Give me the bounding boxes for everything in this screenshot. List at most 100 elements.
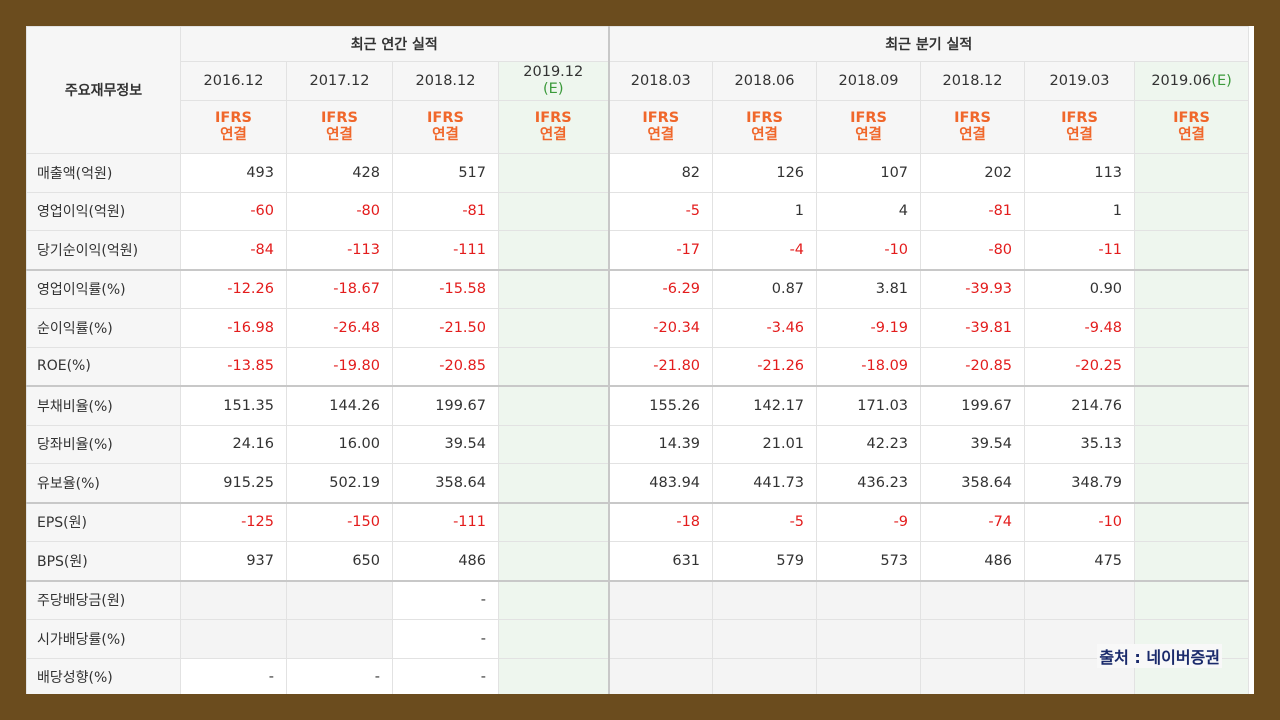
value-cell <box>712 657 818 694</box>
value-cell <box>1024 579 1136 620</box>
value-cell <box>1134 230 1250 270</box>
table-row: 매출액(억원) 493 428 517 82 126 107 202 113 <box>26 153 1250 193</box>
value-cell: 113 <box>1024 153 1136 193</box>
quarter-group-header: 최근 분기 실적 <box>607 26 1250 62</box>
ifrs-line2: 연결 <box>1178 127 1205 143</box>
value-cell <box>1134 424 1250 464</box>
period-header: 2017.12 <box>286 61 393 101</box>
source-caption: 출처 : 네이버증권 <box>1097 644 1222 668</box>
value-cell: 3.81 <box>816 268 922 309</box>
value-cell: 151.35 <box>180 385 287 426</box>
value-cell: -39.93 <box>920 268 1026 309</box>
ifrs-label: IFRS 연결 <box>392 100 499 154</box>
period-header: 2018.12 <box>392 61 499 101</box>
value-cell: -39.81 <box>920 308 1026 348</box>
ifrs-line2: 연결 <box>855 127 882 143</box>
value-cell: -17 <box>607 230 714 270</box>
period-label: 2018.12 <box>942 72 1003 89</box>
ifrs-header-row: IFRS 연결 IFRS 연결 IFRS 연결 IFRS 연결 IFRS 연결 IFRS 연결 IFRS… <box>27 100 1250 154</box>
ifrs-line1: IFRS <box>215 110 252 126</box>
value-cell <box>920 657 1026 694</box>
table-row: EPS(원) -125 -150 -111 -18 -5 -9 -74 -10 <box>26 501 1250 542</box>
value-cell: 0.90 <box>1024 268 1136 309</box>
value-cell: 24.16 <box>180 424 287 464</box>
value-cell <box>497 424 610 464</box>
value-cell: 14.39 <box>607 424 714 464</box>
value-cell <box>497 541 610 581</box>
value-cell: 144.26 <box>286 385 393 426</box>
period-label: 2018.06 <box>734 72 795 89</box>
ifrs-label: IFRS 연결 <box>497 100 610 154</box>
table-row: 배당성향(%) - - - <box>26 657 1250 694</box>
value-cell: 126 <box>712 153 818 193</box>
value-cell: 631 <box>607 541 714 581</box>
value-cell: -81 <box>392 191 499 231</box>
value-cell: 4 <box>816 191 922 231</box>
value-cell <box>497 153 610 193</box>
value-cell <box>920 619 1026 659</box>
value-cell: -9 <box>816 501 922 542</box>
value-cell <box>497 346 610 387</box>
value-cell <box>1134 346 1250 387</box>
value-cell: -60 <box>180 191 287 231</box>
value-cell: -113 <box>286 230 393 270</box>
ifrs-line2: 연결 <box>220 127 247 143</box>
value-cell: 486 <box>392 541 499 581</box>
value-cell: -20.25 <box>1024 346 1136 387</box>
period-header: 2018.09 <box>816 61 922 101</box>
value-cell: 214.76 <box>1024 385 1136 426</box>
value-cell: -9.48 <box>1024 308 1136 348</box>
value-cell <box>497 230 610 270</box>
ifrs-line2: 연결 <box>539 127 567 143</box>
value-cell: 436.23 <box>816 463 922 503</box>
value-cell: - <box>286 657 393 694</box>
table-row: 당좌비율(%) 24.16 16.00 39.54 14.39 21.01 42.23 39.… <box>26 424 1250 464</box>
ifrs-label: IFRS 연결 <box>816 100 922 154</box>
ifrs-label: IFRS 연결 <box>286 100 393 154</box>
value-cell: 199.67 <box>920 385 1026 426</box>
value-cell: -21.26 <box>712 346 818 387</box>
period-header: 2018.06 <box>712 61 818 101</box>
ifrs-line1: IFRS <box>746 110 783 126</box>
table-row: 유보율(%) 915.25 502.19 358.64 483.94 441.73 436.… <box>26 463 1250 503</box>
period-label: 2019.03 <box>1049 72 1110 89</box>
value-cell: -9.19 <box>816 308 922 348</box>
value-cell: -18.67 <box>286 268 393 309</box>
value-cell: 199.67 <box>392 385 499 426</box>
value-cell: -5 <box>607 191 714 231</box>
value-cell: -125 <box>180 501 287 542</box>
estimate-mark: (E) <box>543 81 564 97</box>
value-cell: -20.85 <box>392 346 499 387</box>
annual-group-header: 최근 연간 실적 <box>179 26 610 62</box>
value-cell: 21.01 <box>712 424 818 464</box>
period-header: 2018.12 <box>920 61 1026 101</box>
value-cell: -81 <box>920 191 1026 231</box>
table-row: 영업이익률(%) -12.26 -18.67 -15.58 -6.29 0.87 3.81-… <box>26 268 1250 309</box>
value-cell <box>497 385 610 426</box>
value-cell: - <box>180 657 287 694</box>
value-cell: -18 <box>607 501 714 542</box>
ifrs-label: IFRS 연결 <box>712 100 818 154</box>
value-cell: -20.85 <box>920 346 1026 387</box>
value-cell <box>1134 463 1250 503</box>
value-cell: -21.80 <box>607 346 714 387</box>
value-cell: 486 <box>920 541 1026 581</box>
value-cell: -18.09 <box>816 346 922 387</box>
value-cell: -26.48 <box>286 308 393 348</box>
ifrs-line2: 연결 <box>959 127 986 143</box>
row-label: BPS(원) <box>26 541 181 581</box>
value-cell: 517 <box>392 153 499 193</box>
value-cell <box>497 308 610 348</box>
row-label: 영업이익률(%) <box>26 268 181 309</box>
value-cell <box>1134 308 1250 348</box>
value-cell <box>1134 501 1250 542</box>
ifrs-line2: 연결 <box>326 127 353 143</box>
row-label: 주당배당금(원) <box>26 579 181 620</box>
value-cell: 937 <box>180 541 287 581</box>
value-cell <box>497 463 610 503</box>
period-label: 2018.09 <box>838 72 899 89</box>
value-cell: -3.46 <box>712 308 818 348</box>
value-cell: -11 <box>1024 230 1136 270</box>
value-cell <box>497 501 610 542</box>
value-cell <box>497 657 610 694</box>
